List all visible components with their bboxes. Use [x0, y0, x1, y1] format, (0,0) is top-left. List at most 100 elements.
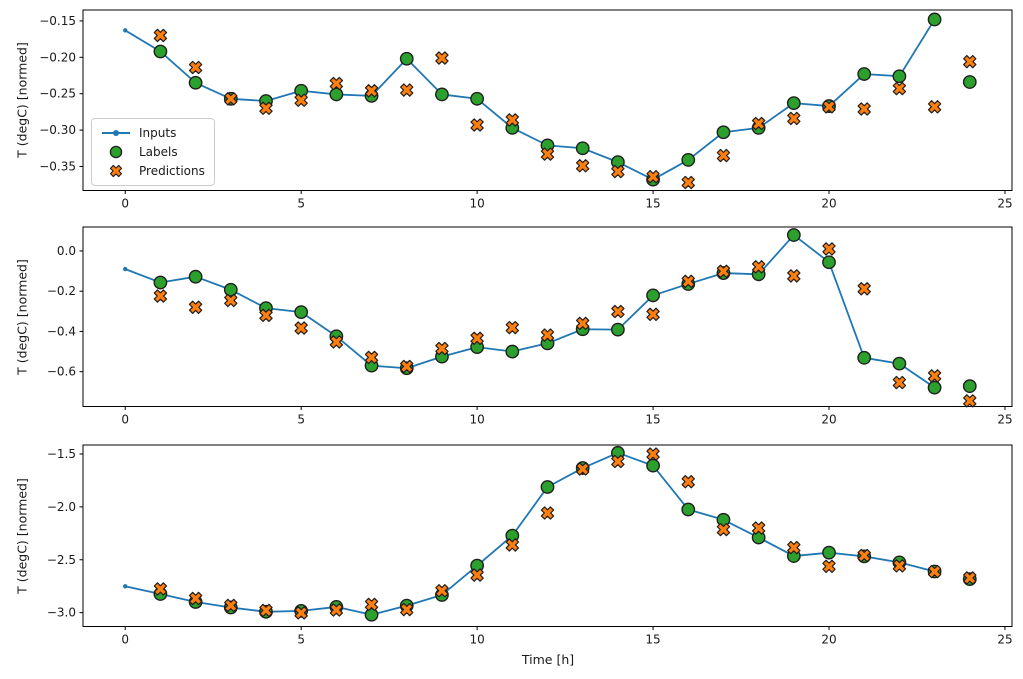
predictions-point [646, 169, 660, 184]
inputs-point [123, 28, 128, 33]
predictions-point [927, 369, 942, 383]
predictions-point [787, 540, 801, 555]
labels-point [786, 228, 801, 242]
predictions-point [681, 474, 695, 489]
x-tick-label: 25 [997, 633, 1012, 647]
predictions-point [575, 159, 590, 173]
predictions-point [153, 582, 168, 596]
predictions-point [188, 591, 203, 606]
predictions-point [294, 321, 308, 335]
predictions-point [927, 564, 942, 579]
legend-x [109, 164, 123, 178]
labels-point [505, 344, 520, 359]
y-tick-label: −0.4 [47, 324, 76, 338]
x-tick-label: 10 [469, 197, 484, 211]
labels-point [470, 91, 485, 106]
y-tick-label: −0.25 [39, 87, 76, 101]
labels-point [188, 75, 203, 90]
x-tick-label: 20 [821, 413, 836, 427]
predictions-point [364, 597, 379, 612]
labels-point [857, 350, 872, 365]
predictions-point [540, 328, 555, 342]
predictions-point [681, 175, 695, 190]
y-tick-label: −0.6 [47, 365, 76, 379]
y-tick-label: −0.15 [39, 14, 76, 28]
labels-point [681, 502, 696, 517]
y-tick-label: −0.35 [39, 159, 76, 173]
y-tick-label: −0.30 [39, 123, 76, 137]
x-tick-label: 0 [121, 197, 129, 211]
predictions-point [540, 506, 555, 520]
predictions-point [329, 603, 344, 617]
x-tick-label: 5 [297, 413, 305, 427]
y-tick-label: −0.2 [47, 284, 76, 298]
predictions-point [259, 101, 273, 115]
predictions-point [435, 341, 449, 356]
labels-point [399, 51, 414, 66]
y-tick-label: −0.20 [39, 50, 76, 64]
x-tick-label: 25 [997, 413, 1012, 427]
predictions-point [188, 60, 203, 75]
predictions-point [646, 447, 660, 461]
labels-point [575, 141, 590, 156]
predictions-point [857, 548, 871, 563]
predictions-point [329, 335, 344, 349]
predictions-point [400, 359, 414, 374]
legend-label-inputs: Inputs [139, 126, 177, 140]
x-tick-label: 15 [645, 633, 660, 647]
labels-point [962, 75, 977, 89]
labels-point [540, 480, 555, 494]
predictions-point [716, 264, 731, 278]
predictions-point [963, 394, 977, 408]
predictions-point [435, 51, 449, 65]
axes-spines [82, 444, 1013, 627]
predictions-point [188, 300, 203, 315]
x-tick-label: 15 [645, 197, 660, 211]
labels-point [153, 44, 168, 59]
line-dot-marker-icon [102, 130, 130, 136]
labels-point [435, 87, 449, 102]
inputs-line [125, 451, 935, 616]
predictions-point [435, 584, 449, 598]
predictions-point [224, 598, 238, 613]
legend: Inputs Labels Predictions [91, 118, 215, 186]
y-tick-label: −3.0 [47, 606, 76, 620]
legend-item-inputs: Inputs [101, 125, 205, 141]
predictions-point [470, 568, 484, 582]
predictions-point [224, 92, 238, 106]
x-tick-label: 5 [297, 633, 305, 647]
x-axis-label: Time [h] [521, 652, 575, 667]
x-tick-label: 10 [469, 413, 484, 427]
inputs-point [123, 266, 128, 272]
predictions-point [787, 269, 801, 283]
predictions-point [611, 304, 625, 319]
predictions-point [259, 308, 273, 323]
x-marker-icon [109, 164, 123, 178]
predictions-point [751, 260, 766, 274]
axes-spines [82, 226, 1013, 407]
predictions-point [294, 606, 308, 620]
x-tick-label: 10 [469, 633, 484, 647]
labels-point [822, 255, 836, 270]
predictions-point [505, 538, 520, 552]
circle-marker-icon [109, 145, 123, 159]
labels-point [822, 545, 836, 560]
predictions-point [470, 331, 484, 345]
inputs-point [123, 584, 128, 589]
legend-circle [109, 145, 123, 159]
predictions-point [364, 350, 379, 365]
predictions-point [575, 316, 590, 331]
panel-bottom: −1.5 −2.0 −2.5 −3.0 0 5 10 15 20 25 [47, 444, 1013, 647]
predictions-point [716, 148, 731, 163]
x-tick-label: 25 [997, 197, 1012, 211]
legend-label-labels: Labels [139, 145, 178, 159]
predictions-point [681, 274, 695, 289]
predictions-point [540, 147, 555, 161]
x-tick-label: 0 [121, 413, 129, 427]
predictions-point [892, 375, 907, 390]
predictions-point [822, 100, 836, 114]
labels-point [927, 12, 942, 27]
predictions-point [822, 559, 836, 574]
inputs-line [124, 18, 936, 181]
